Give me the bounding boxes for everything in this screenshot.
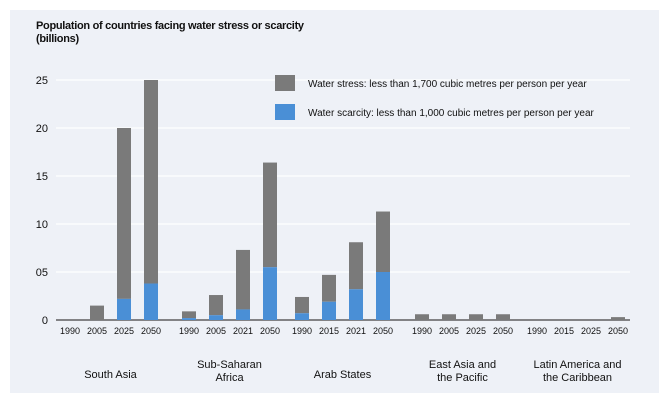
- x-tick-label: 2005: [439, 326, 459, 336]
- bar-water-stress: [295, 296, 309, 314]
- group-label: Africa: [215, 372, 244, 384]
- bar-water-stress: [117, 128, 131, 299]
- group-label: Sub-Saharan: [197, 359, 262, 371]
- legend-label-water-stress: Water stress: less than 1,700 cubic metr…: [308, 79, 587, 90]
- group-label: Arab States: [314, 369, 372, 381]
- bar-water-scarcity: [322, 301, 336, 320]
- legend-label-water-scarcity: Water scarcity: less than 1,000 cubic me…: [308, 108, 595, 119]
- x-tick-label: 2025: [114, 326, 134, 336]
- y-tick-label: 25: [36, 75, 48, 87]
- x-tick-label: 2050: [260, 326, 280, 336]
- group-label: South Asia: [84, 369, 137, 381]
- group-label: Latin America and: [533, 359, 621, 371]
- chart-title-line-1: Population of countries facing water str…: [36, 20, 304, 32]
- bar-water-scarcity: [376, 272, 390, 320]
- group-label: the Pacific: [437, 372, 488, 384]
- bar-water-scarcity: [182, 318, 196, 320]
- bar-water-stress: [90, 305, 104, 320]
- bar-water-stress: [611, 317, 625, 320]
- y-tick-label: 0: [42, 315, 48, 327]
- bar-water-stress: [349, 242, 363, 290]
- x-tick-label: 2015: [319, 326, 339, 336]
- x-tick-label: 2050: [141, 326, 161, 336]
- bar-water-stress: [322, 274, 336, 302]
- group-label: East Asia and: [429, 359, 496, 371]
- x-tick-label: 2050: [373, 326, 393, 336]
- bar-water-stress: [415, 314, 429, 320]
- legend-swatch-water-scarcity: [275, 104, 295, 120]
- x-tick-label: 2015: [554, 326, 574, 336]
- bar-water-scarcity: [236, 309, 250, 320]
- bar-water-scarcity: [263, 267, 277, 320]
- y-tick-label: 05: [36, 267, 48, 279]
- bar-water-stress: [263, 162, 277, 268]
- bar-water-stress: [182, 311, 196, 319]
- x-tick-label: 1990: [60, 326, 80, 336]
- y-tick-label: 15: [36, 171, 48, 183]
- x-tick-label: 2025: [581, 326, 601, 336]
- x-tick-label: 2050: [608, 326, 628, 336]
- bar-water-stress: [209, 295, 223, 316]
- bar-water-stress: [236, 249, 250, 310]
- chart-title-line-2: (billions): [36, 33, 79, 45]
- bar-water-scarcity: [209, 315, 223, 320]
- x-tick-label: 2005: [87, 326, 107, 336]
- y-tick-label: 20: [36, 123, 48, 135]
- x-tick-label: 2021: [233, 326, 253, 336]
- bar-water-stress: [469, 314, 483, 320]
- x-tick-label: 2021: [346, 326, 366, 336]
- x-tick-label: 1990: [527, 326, 547, 336]
- chart-title: Population of countries facing water str…: [36, 20, 304, 46]
- legend-swatch-water-stress: [275, 75, 295, 91]
- bar-water-scarcity: [117, 298, 131, 320]
- bar-water-stress: [144, 80, 158, 284]
- bar-water-stress: [376, 211, 390, 272]
- bar-water-stress: [496, 314, 510, 320]
- x-tick-label: 1990: [412, 326, 432, 336]
- y-tick-label: 10: [36, 219, 48, 231]
- x-tick-label: 1990: [292, 326, 312, 336]
- x-tick-label: 2025: [466, 326, 486, 336]
- bar-water-scarcity: [295, 313, 309, 320]
- x-tick-label: 2005: [206, 326, 226, 336]
- group-label: the Caribbean: [543, 372, 612, 384]
- x-tick-label: 1990: [179, 326, 199, 336]
- bar-water-stress: [442, 314, 456, 320]
- x-tick-label: 2050: [493, 326, 513, 336]
- bar-water-scarcity: [349, 289, 363, 320]
- bar-water-scarcity: [144, 283, 158, 320]
